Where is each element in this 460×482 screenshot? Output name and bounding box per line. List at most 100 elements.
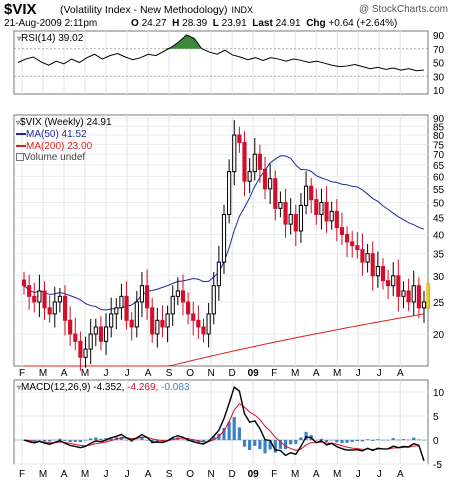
macd-histogram-bar [135, 439, 139, 440]
macd-histogram-bar [114, 437, 118, 440]
candle-body [216, 261, 221, 287]
candle-body [144, 285, 150, 309]
candle-body [303, 185, 309, 206]
candle-body [124, 295, 129, 321]
candle-body [370, 253, 375, 277]
candle-body [401, 290, 406, 297]
macd-legend: ▿MACD(12,26,9) -4.352, -4.269, -0.083 [17, 382, 189, 393]
month-label: J [125, 469, 130, 480]
macd-histogram-bar [99, 438, 103, 440]
candle-body [109, 313, 114, 328]
macd-histogram-bar [340, 440, 344, 443]
month-label: M [39, 469, 47, 480]
open-value: 24.27 [141, 18, 167, 29]
month-label: A [61, 368, 68, 379]
price-tick-label: 55 [433, 185, 445, 196]
rsi-tick-label: 30 [433, 72, 445, 83]
volume-label: Volume undef [24, 152, 86, 163]
month-label: J [377, 368, 382, 379]
ma200-swatch-icon [16, 145, 26, 148]
macd-histogram-bar [268, 440, 272, 450]
macd-histogram-bar [345, 440, 349, 443]
month-label: J [125, 368, 130, 379]
macd-histogram-bar [381, 439, 385, 441]
macd-histogram-bar [319, 438, 324, 440]
month-label: M [39, 368, 47, 379]
macd-histogram-bar [283, 440, 288, 450]
candle-body [350, 241, 355, 247]
candle-body [391, 275, 396, 287]
candle-body [83, 348, 88, 358]
macd-signal-line [23, 403, 425, 461]
macd-histogram-bar [242, 440, 247, 447]
chg-value: +0.64 (+2.64%) [328, 18, 398, 29]
month-label: N [208, 469, 215, 480]
month-label: A [61, 469, 68, 480]
macd-histogram-bar [350, 440, 354, 442]
candle-body [150, 307, 155, 335]
month-label: F [271, 368, 277, 379]
macd-histogram-bar [58, 438, 62, 440]
macd-histogram-bar [376, 439, 380, 440]
exchange: INDX [231, 5, 254, 15]
macd-histogram-bar [258, 440, 262, 450]
macd-histogram-bar [119, 436, 124, 440]
candle-body [62, 295, 68, 321]
month-label: A [145, 368, 152, 379]
price-legend-series: ▿$VIX (Weekly) 24.91 [16, 117, 112, 128]
index-name: (Volatility Index - New Methodology) INDX [60, 4, 253, 16]
macd-histogram-bar [155, 440, 159, 443]
macd-histogram-bar [171, 437, 175, 440]
candle-body [47, 307, 52, 315]
candle-body [73, 333, 78, 342]
rsi-label: RSI(14) 39.02 [21, 33, 84, 44]
candle-body [242, 141, 247, 182]
macd-histogram-bar [304, 431, 308, 440]
macd-histogram-bar [207, 439, 211, 441]
ma50-label: MA(50) 41.52 [26, 129, 87, 140]
candle-body [380, 266, 386, 282]
month-label: F [19, 469, 25, 480]
macd-tick-label: 10 [433, 388, 445, 399]
candle-body [329, 210, 334, 222]
candle-body [52, 301, 57, 315]
quote-date: 21-Aug-2009 2:11pm [4, 18, 98, 29]
month-label: J [377, 469, 382, 480]
month-label: J [356, 368, 361, 379]
macd-histogram-bar [278, 440, 282, 449]
month-label: 09 [248, 368, 260, 379]
price-tick-label: 75 [433, 140, 445, 151]
candle-body [273, 178, 278, 209]
candle-body [237, 134, 242, 143]
month-label: F [271, 469, 277, 480]
candle-body [386, 280, 391, 287]
candle-body [278, 201, 283, 209]
month-label: J [104, 469, 109, 480]
macd-histogram-bar [89, 438, 93, 440]
macd-histogram-bar [48, 440, 52, 442]
candle-body [211, 285, 216, 315]
macd-histogram-bar [222, 427, 226, 440]
candle-body [314, 199, 319, 215]
month-label: D [229, 469, 236, 480]
macd-histogram-bar [396, 439, 400, 441]
candle-body [21, 279, 27, 287]
candle-body [334, 210, 339, 229]
ma200-line [24, 313, 425, 367]
candle-body [309, 185, 314, 201]
chevron-icon: ▿ [16, 118, 21, 127]
candle-body [196, 319, 201, 328]
rsi-tick-label: 10 [433, 86, 445, 97]
candle-body [114, 307, 119, 315]
macd-histogram-bar [145, 440, 149, 441]
candle-body [268, 178, 273, 190]
candle-body [191, 313, 196, 321]
candle-body [375, 266, 380, 277]
macd-tick-label: -5 [433, 460, 442, 471]
price-tick-label: 70 [433, 150, 445, 161]
chg-label: Chg [306, 18, 326, 29]
macd-histogram-bar [83, 440, 88, 441]
macd-histogram-bar [289, 440, 293, 445]
rsi-tick-label: 90 [433, 31, 445, 42]
